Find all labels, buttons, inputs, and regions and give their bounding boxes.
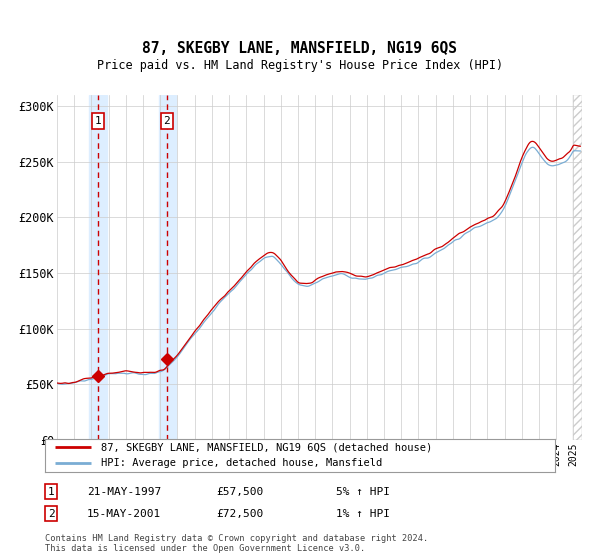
Text: Price paid vs. HM Land Registry's House Price Index (HPI): Price paid vs. HM Land Registry's House … — [97, 59, 503, 72]
Bar — [159, 95, 176, 440]
Text: 15-MAY-2001: 15-MAY-2001 — [87, 508, 161, 519]
Bar — [89, 95, 107, 440]
Text: 87, SKEGBY LANE, MANSFIELD, NG19 6QS: 87, SKEGBY LANE, MANSFIELD, NG19 6QS — [143, 41, 458, 56]
Text: 1: 1 — [47, 487, 55, 497]
Text: 2: 2 — [47, 508, 55, 519]
Text: 2: 2 — [163, 116, 170, 126]
Text: 87, SKEGBY LANE, MANSFIELD, NG19 6QS (detached house): 87, SKEGBY LANE, MANSFIELD, NG19 6QS (de… — [101, 442, 433, 452]
Text: 21-MAY-1997: 21-MAY-1997 — [87, 487, 161, 497]
Text: Contains HM Land Registry data © Crown copyright and database right 2024.
This d: Contains HM Land Registry data © Crown c… — [45, 534, 428, 553]
Text: £72,500: £72,500 — [216, 508, 263, 519]
Text: £57,500: £57,500 — [216, 487, 263, 497]
Text: HPI: Average price, detached house, Mansfield: HPI: Average price, detached house, Mans… — [101, 459, 382, 468]
Text: 1% ↑ HPI: 1% ↑ HPI — [336, 508, 390, 519]
Text: 5% ↑ HPI: 5% ↑ HPI — [336, 487, 390, 497]
Text: 1: 1 — [95, 116, 101, 126]
